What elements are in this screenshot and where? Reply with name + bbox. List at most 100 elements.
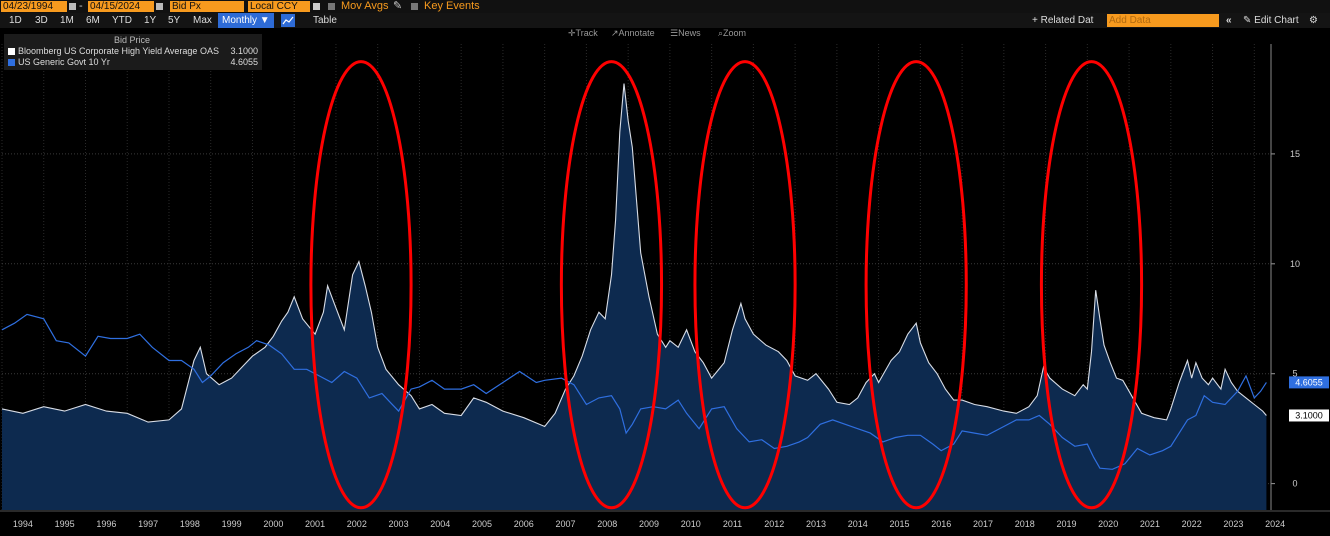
x-tick-label: 2006 [514,519,534,529]
x-tick-label: 2010 [681,519,701,529]
hy-last-value-tag: 3.1000 [1289,409,1329,422]
x-tick-label: 2014 [848,519,868,529]
legend-label: Bloomberg US Corporate High Yield Averag… [18,46,219,56]
edit-chart-button[interactable]: ✎ Edit Chart [1243,15,1299,26]
legend-value: 4.6055 [230,57,258,67]
frequency-select[interactable]: Monthly ▼ [218,13,274,28]
currency-dropdown-icon[interactable] [313,3,320,10]
legend-item-treasury[interactable]: US Generic Govt 10 Yr 4.6055 [8,57,258,67]
date-separator: - [79,0,83,12]
x-tick-label: 2012 [764,519,784,529]
key-events-checkbox[interactable] [411,3,418,10]
highlight-ellipse [309,60,413,510]
zoom-button[interactable]: ⌕ Zoom [718,28,747,38]
x-tick-label: 1994 [13,519,33,529]
mov-avgs-label[interactable]: Mov Avgs [341,0,389,12]
highlight-ellipse [693,60,797,510]
treasury-last-value-tag: 4.6055 [1289,376,1329,389]
zoom-label: Zoom [723,28,747,38]
annotate-label: Annotate [618,28,655,38]
y-tick-label: 10 [1290,259,1300,269]
annotate-button[interactable]: ↗ Annotate [611,28,655,38]
table-button[interactable]: Table [313,15,337,26]
news-label: News [678,28,701,38]
period-ytd[interactable]: YTD [112,15,132,26]
end-date-input[interactable]: 04/15/2024 [88,1,154,12]
period-1d[interactable]: 1D [9,15,22,26]
x-tick-label: 2023 [1223,519,1243,529]
treasury-last-value-tag-text: 4.6055 [1295,377,1323,387]
start-date-input[interactable]: 04/23/1994 [1,1,67,12]
x-tick-label: 2002 [347,519,367,529]
x-tick-label: 1995 [55,519,75,529]
x-tick-label: 2017 [973,519,993,529]
add-data-input[interactable]: Add Data [1107,14,1219,27]
legend-item-hy-oas[interactable]: Bloomberg US Corporate High Yield Averag… [8,46,258,56]
x-tick-label: 2007 [556,519,576,529]
hy-last-value-tag-text: 3.1000 [1295,410,1323,420]
x-tick-label: 1999 [222,519,242,529]
legend-swatch [8,48,15,55]
legend-swatch [8,59,15,66]
chart-type-icon[interactable] [281,14,295,27]
x-tick-label: 2001 [305,519,325,529]
x-tick-label: 2021 [1140,519,1160,529]
track-button[interactable]: ✛ Track [568,28,598,38]
x-tick-label: 2020 [1098,519,1118,529]
x-tick-label: 2008 [597,519,617,529]
x-tick-label: 2011 [723,519,742,529]
news-button[interactable]: ☰ News [670,28,701,38]
track-label: Track [575,28,598,38]
highlight-ellipse [559,60,664,510]
period-max[interactable]: Max [193,15,212,26]
period-1m[interactable]: 1M [60,15,74,26]
key-events-label[interactable]: Key Events [424,0,480,12]
y-tick-label: 0 [1292,479,1297,489]
x-tick-label: 2016 [931,519,951,529]
x-tick-label: 2003 [389,519,409,529]
field-select[interactable]: Bid Px [170,1,244,12]
currency-select[interactable]: Local CCY [248,1,310,12]
period-3d[interactable]: 3D [35,15,48,26]
x-tick-label: 2013 [806,519,826,529]
highlight-ellipse [864,60,968,510]
treasury-last-value-tag-bg [1289,376,1329,389]
x-tick-label: 2024 [1265,519,1285,529]
x-tick-label: 2005 [472,519,492,529]
x-tick-label: 2000 [263,519,283,529]
mov-avgs-checkbox[interactable] [328,3,335,10]
pencil-icon[interactable]: ✎ [393,0,403,12]
legend-value: 3.1000 [230,46,258,56]
period-5y[interactable]: 5Y [168,15,181,26]
x-tick-label: 2015 [889,519,909,529]
x-tick-label: 2019 [1056,519,1076,529]
period-1y[interactable]: 1Y [144,15,157,26]
x-tick-label: 2009 [639,519,659,529]
x-tick-label: 2022 [1182,519,1202,529]
treasury-line [1,313,1267,470]
axes: 1994 1995 1996 1997 1998 1999 2000 2001 2002 2003… [0,44,1330,529]
legend-label: US Generic Govt 10 Yr [18,57,110,67]
highlight-ellipse [1039,60,1144,510]
y-tick-label: 5 [1292,369,1297,379]
hy-oas-line [1,83,1267,428]
collapse-icon[interactable]: « [1226,15,1232,26]
related-data-button[interactable]: + Related Dat [1032,15,1094,26]
top-toolbar: 04/23/1994 - 04/15/2024 Bid Px Local CCY… [0,0,1330,13]
x-tick-label: 2018 [1015,519,1035,529]
period-6m[interactable]: 6M [86,15,100,26]
calendar-icon[interactable] [156,3,163,10]
period-toolbar: 1D 3D 1M 6M YTD 1Y 5Y Max Monthly ▼ Tabl… [0,13,1330,28]
x-tick-label: 1996 [96,519,116,529]
legend: Bid Price Bloomberg US Corporate High Yi… [4,34,262,70]
hy-last-value-tag-bg [1289,409,1329,422]
treasury-series [1,313,1267,470]
calendar-icon[interactable] [69,3,76,10]
y-tick-label: 15 [1290,149,1300,159]
highlight-annotations [309,60,1144,510]
gear-icon[interactable]: ⚙ [1309,15,1318,26]
x-tick-label: 1997 [138,519,158,529]
x-tick-label: 1998 [180,519,200,529]
x-tick-label: 2004 [430,519,450,529]
